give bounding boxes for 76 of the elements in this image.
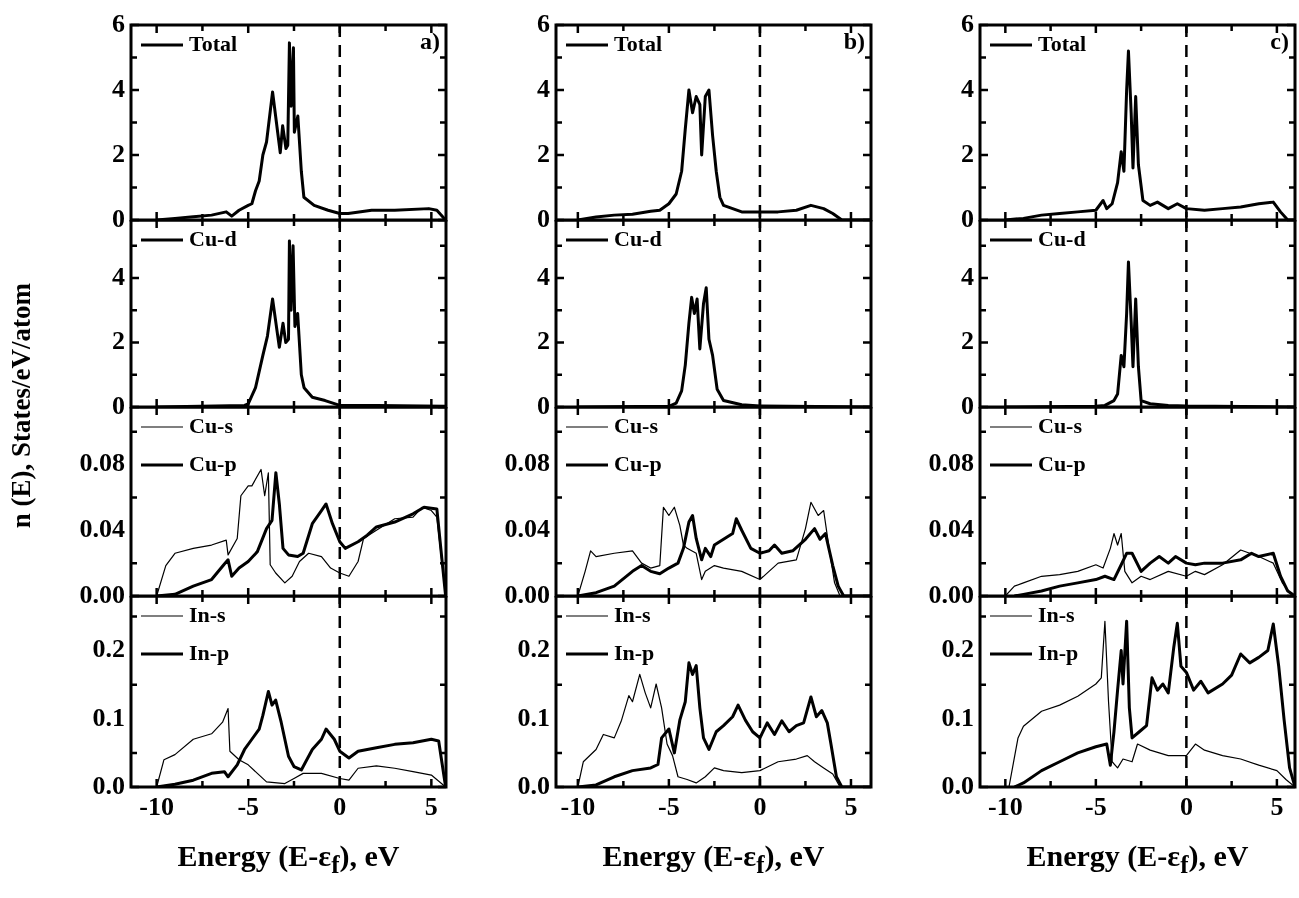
legend-label: Total [614,30,663,56]
y-tick-label: 0.08 [504,448,550,478]
annotation: c) [1270,28,1289,55]
x-tick-label: 5 [424,792,438,822]
legend-label: Cu-p [189,450,237,476]
y-tick-label: 0.2 [517,634,550,664]
x-tick-label: 5 [844,792,858,822]
y-tick-label: 4 [537,73,550,103]
y-tick-label: 0.00 [928,579,974,609]
y-tick-label: 0.0 [517,770,550,800]
y-tick-label: 0 [112,390,125,420]
y-tick-label: 0.1 [941,702,974,732]
x-tick-label: -5 [1085,792,1107,822]
y-tick-label: 2 [961,138,974,168]
y-tick-label: 6 [961,8,974,38]
x-tick-label: -5 [237,792,260,822]
y-tick-label: 6 [112,8,125,38]
y-tick-label: 2 [112,138,125,168]
annotation: a) [420,28,440,55]
y-tick-label: 0 [537,390,550,420]
x-axis-title: Energy (E-ε$_{f}$), eV [176,839,401,879]
x-axis-title: Energy (E-ε$_{f}$), eV [1025,839,1250,879]
y-tick-label: 0.08 [928,448,974,478]
x-tick-label: -5 [658,792,680,822]
y-tick-label: 0.00 [504,579,550,609]
y-tick-label: 4 [112,261,125,291]
y-tick-label: 0 [112,203,125,233]
legend-label: In-p [614,639,655,665]
x-tick-label: 0 [1179,792,1193,822]
y-tick-label: 2 [537,326,550,356]
y-tick-label: 0 [537,203,550,233]
y-tick-label: 0.2 [941,634,974,664]
legend-label: Cu-s [1038,412,1083,438]
legend-label: In-p [1038,639,1079,665]
y-tick-label: 0.1 [517,702,550,732]
y-tick-label: 2 [961,326,974,356]
legend-label: Total [189,30,238,56]
x-tick-label: 0 [753,792,767,822]
y-tick-label: 4 [961,73,974,103]
legend-label: Total [1038,30,1087,56]
y-tick-label: 0.00 [79,579,125,609]
x-axis-title: Energy (E-ε$_{f}$), eV [601,839,826,879]
y-tick-label: 4 [112,73,125,103]
y-tick-label: 2 [112,326,125,356]
x-tick-label: 5 [1270,792,1284,822]
legend-label: Cu-d [1038,225,1086,251]
y-tick-label: 0.04 [504,513,550,543]
legend-label: Cu-d [189,225,237,251]
y-tick-label: 0.1 [92,702,125,732]
legend-label: In-s [1038,601,1076,627]
x-tick-label: -10 [988,792,1023,822]
legend-label: In-s [189,601,227,627]
legend-label: Cu-d [614,225,662,251]
y-tick-label: 4 [961,261,974,291]
x-tick-label: -10 [560,792,596,822]
y-tick-label: 0 [961,390,974,420]
legend-label: Cu-s [614,412,659,438]
y-tick-label: 0.0 [92,770,125,800]
legend-label: Cu-s [189,412,234,438]
legend-label: In-p [189,639,230,665]
y-tick-label: 2 [537,138,550,168]
y-tick-label: 0.0 [941,770,974,800]
x-tick-label: 0 [333,792,347,822]
y-tick-label: 4 [537,261,550,291]
y-tick-label: 6 [537,8,550,38]
x-tick-label: -10 [139,792,174,822]
annotation: b) [843,28,865,55]
y-tick-label: 0.04 [928,513,974,543]
y-tick-label: 0 [961,203,974,233]
legend-label: Cu-p [614,450,662,476]
y-tick-label: 0.08 [79,448,125,478]
legend-label: Cu-p [1038,450,1086,476]
legend-label: In-s [614,601,652,627]
y-tick-label: 0.04 [79,513,125,543]
y-tick-label: 0.2 [92,634,125,664]
y-axis-title: n (E), States/eV/atom [5,283,37,529]
